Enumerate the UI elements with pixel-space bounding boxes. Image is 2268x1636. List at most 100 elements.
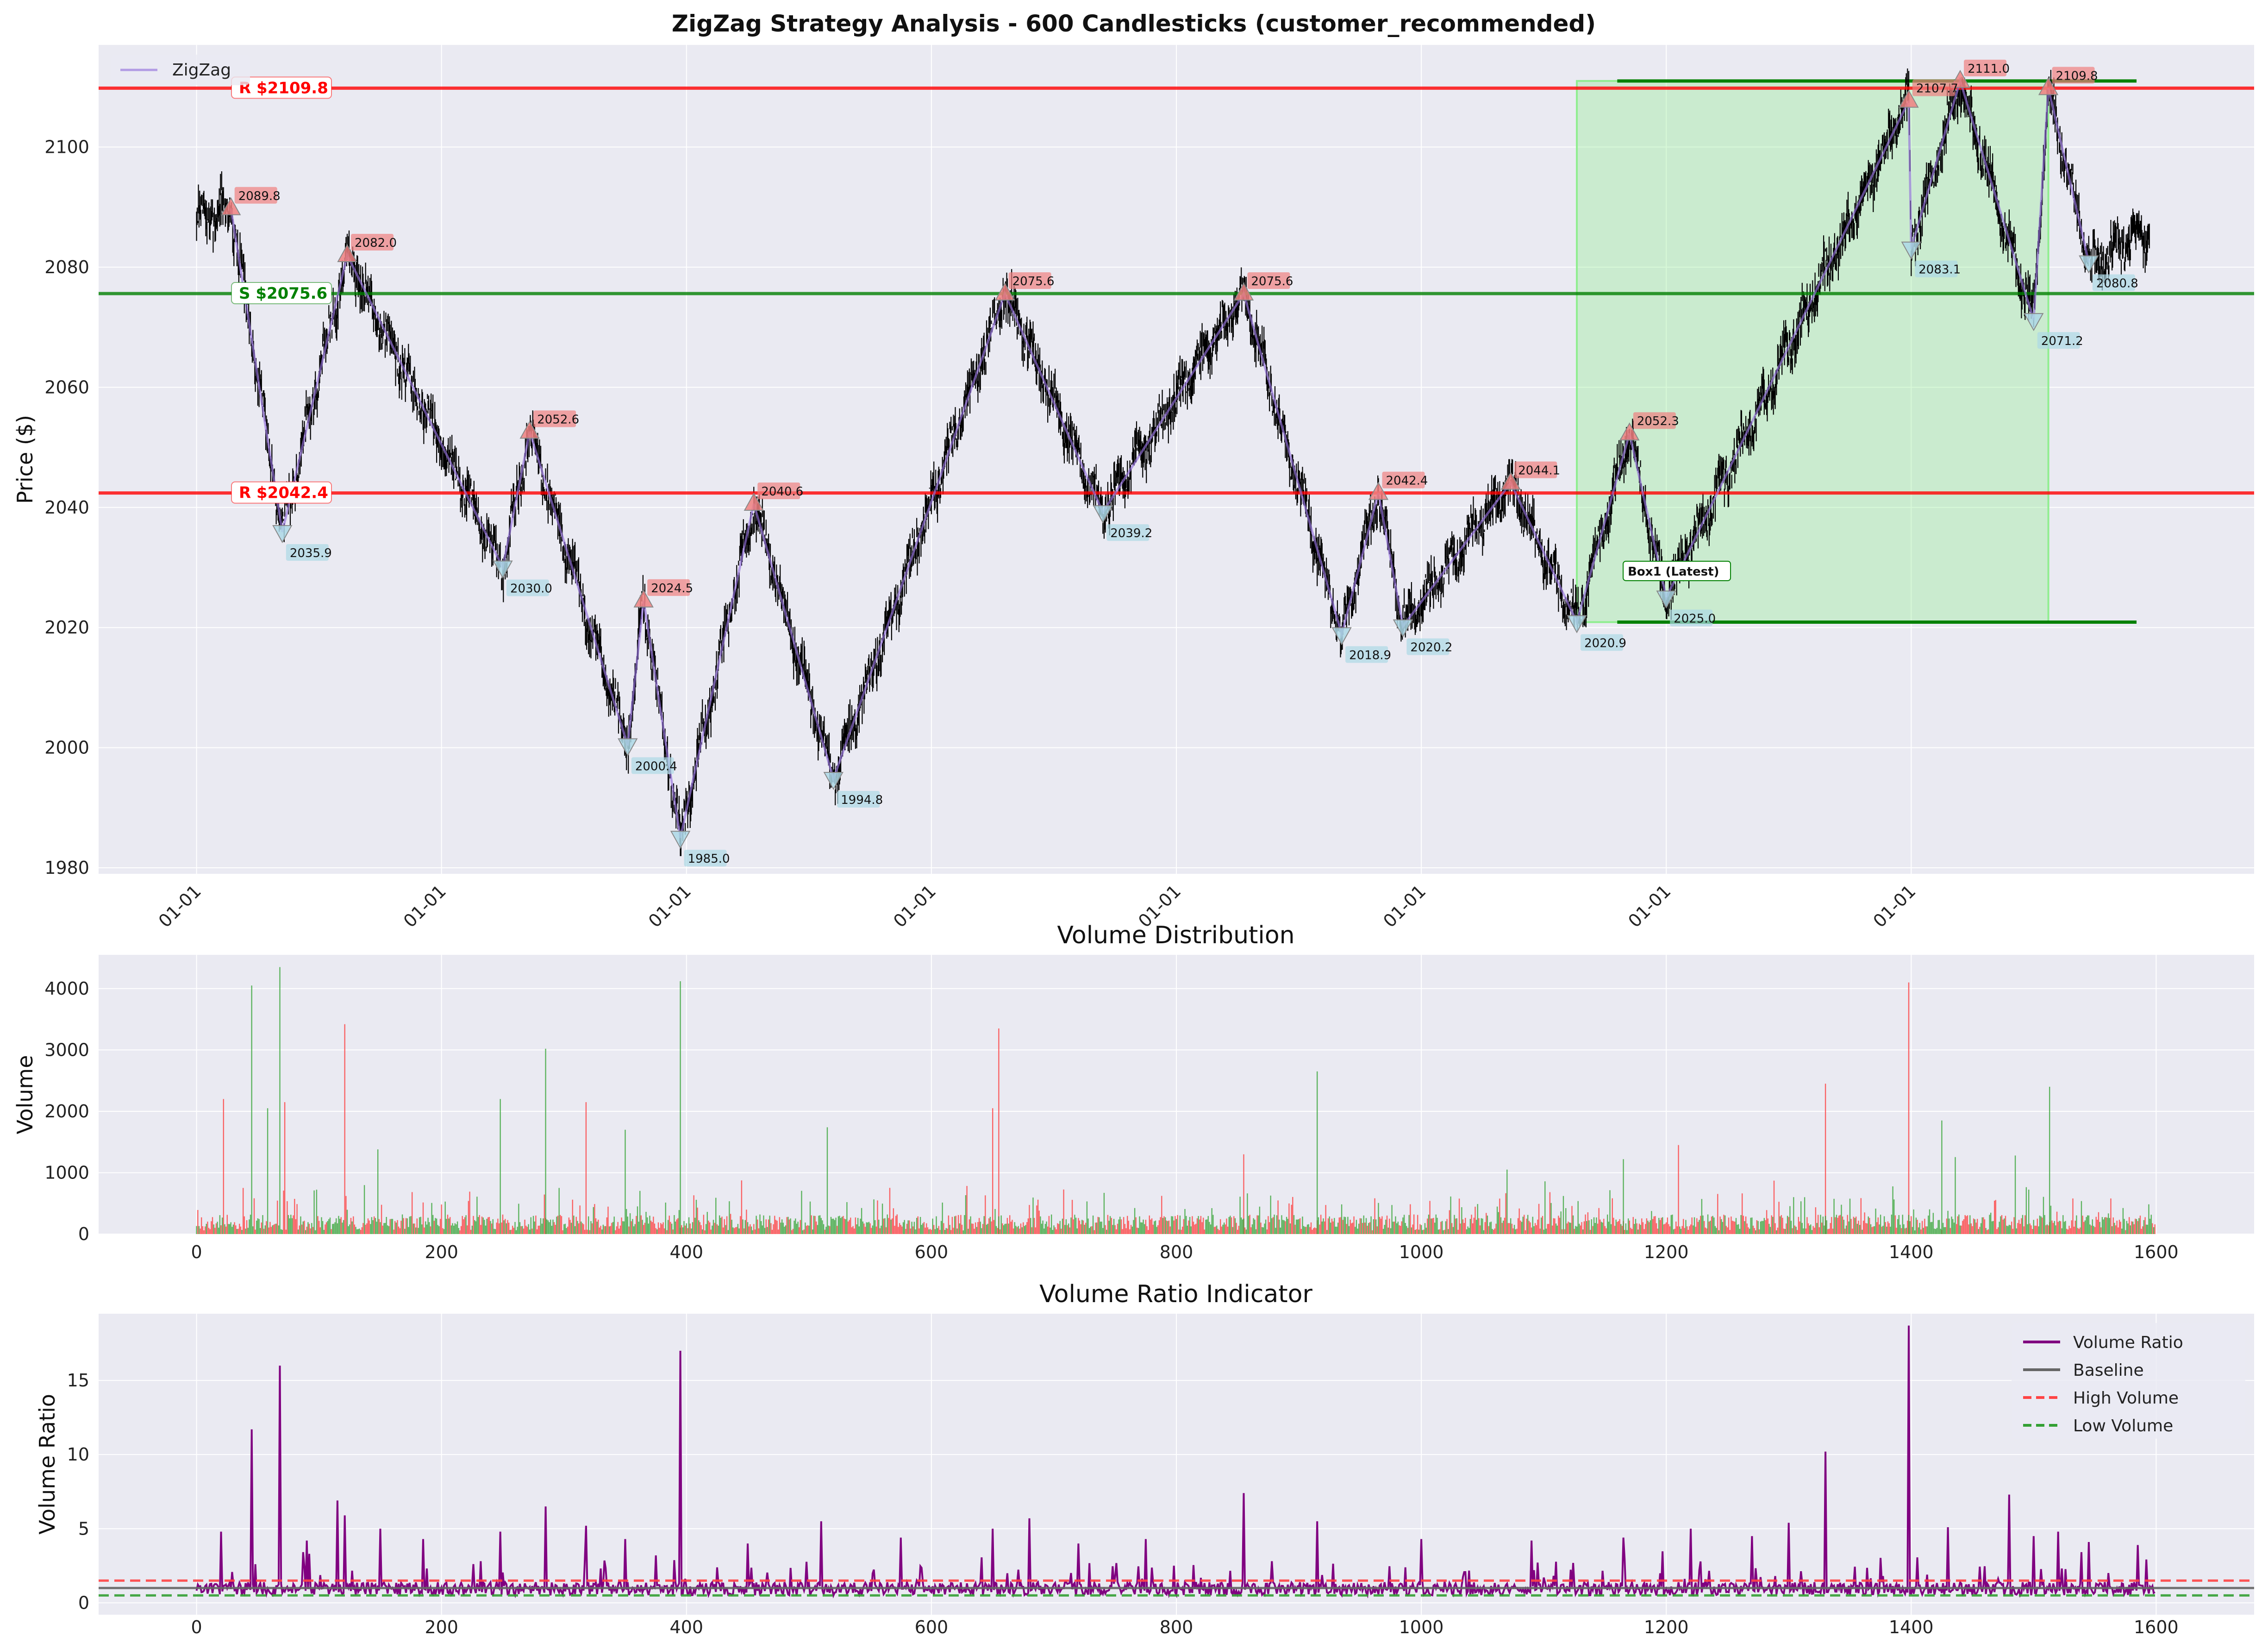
swing-label: 2044.1 bbox=[1518, 464, 1560, 478]
zigzag-markers bbox=[221, 69, 2099, 849]
swing-high-marker bbox=[1500, 471, 1521, 490]
swing-label: 1985.0 bbox=[688, 852, 730, 866]
ratio-y-label: Volume Ratio bbox=[35, 1394, 60, 1535]
swing-high-marker bbox=[994, 282, 1015, 301]
zigzag-labels: 2089.8 2035.9 2082.0 2030.0 2052.6 2000.4 2024… bbox=[234, 59, 2138, 867]
price-x-tick-label: 01-01 bbox=[1624, 881, 1674, 931]
swing-low-marker bbox=[1567, 615, 1587, 633]
volume-x-tick-label: 1600 bbox=[2134, 1242, 2179, 1262]
price-levels bbox=[99, 86, 2254, 495]
ratio-y-tick-label: 15 bbox=[67, 1370, 89, 1391]
price-x-tick-label: 01-01 bbox=[1379, 881, 1430, 931]
swing-low-marker bbox=[1093, 505, 1113, 524]
swing-label-box bbox=[837, 791, 880, 808]
volume-y-tick-label: 1000 bbox=[44, 1162, 89, 1183]
swing-label-box bbox=[1008, 272, 1051, 289]
swing-label: 2080.8 bbox=[2096, 277, 2138, 291]
swing-label-box bbox=[286, 544, 329, 561]
price-y-tick-label: 2020 bbox=[44, 617, 89, 638]
swing-label: 2040.6 bbox=[761, 485, 803, 499]
volume-x-ticks: 0 200 400 600 800 1000 1200 1400 1600 bbox=[191, 1242, 2179, 1262]
swing-label-box bbox=[1670, 609, 1713, 627]
level-label: R $2042.4 bbox=[239, 484, 328, 502]
level-labels: R $2109.8 S $2075.6 R $2042.4 bbox=[231, 76, 332, 504]
swing-low-marker bbox=[1393, 619, 1413, 638]
ratio-x-tick-label: 400 bbox=[670, 1617, 704, 1636]
swing-label: 2082.0 bbox=[355, 236, 397, 250]
volume-ratio-line bbox=[195, 1325, 2156, 1598]
box-label-box bbox=[1623, 560, 1731, 581]
swing-low-marker bbox=[1656, 590, 1676, 609]
volume-x-tick-label: 1400 bbox=[1889, 1242, 1934, 1262]
ratio-x-tick-label: 1200 bbox=[1644, 1617, 1689, 1636]
swing-label: 2020.2 bbox=[1410, 641, 1452, 655]
price-x-tick-label: 01-01 bbox=[644, 881, 695, 931]
swing-high-marker bbox=[337, 244, 357, 262]
volume-x-tick-label: 200 bbox=[425, 1242, 458, 1262]
swing-low-marker bbox=[493, 560, 513, 579]
ratio-x-tick-label: 1600 bbox=[2134, 1617, 2179, 1636]
price-grid bbox=[99, 45, 2254, 874]
swing-label-box bbox=[1247, 272, 1290, 289]
swing-label-box bbox=[234, 187, 277, 204]
swing-label-box bbox=[1514, 461, 1557, 478]
swing-low-marker bbox=[618, 738, 638, 757]
swing-high-marker bbox=[1950, 69, 1970, 88]
swing-label: 2075.6 bbox=[1012, 275, 1055, 288]
swing-low-marker bbox=[1901, 241, 1921, 260]
swing-label-box bbox=[1581, 634, 1624, 651]
swing-label-box bbox=[2037, 332, 2080, 349]
swing-label-box bbox=[1406, 638, 1450, 655]
swing-label-box bbox=[2092, 274, 2135, 291]
swing-label: 2035.9 bbox=[290, 546, 332, 560]
swing-label: 2020.9 bbox=[1584, 637, 1626, 651]
swing-label-box bbox=[631, 757, 674, 774]
down-volume-bars bbox=[197, 982, 2156, 1234]
ratio-lines bbox=[99, 1325, 2254, 1598]
price-x-ticks: 01-01 01-01 01-01 01-01 01-01 01-01 01-01 01-01 bbox=[155, 881, 1920, 931]
swing-high-marker bbox=[1619, 422, 1640, 441]
swing-label: 2083.1 bbox=[1918, 263, 1961, 277]
swing-label: 2052.6 bbox=[537, 413, 579, 426]
swing-label-box bbox=[1915, 260, 1958, 277]
swing-label: 2107.7 bbox=[1916, 82, 1958, 96]
swing-label-box bbox=[1964, 59, 2007, 76]
ratio-x-tick-label: 1400 bbox=[1889, 1617, 1934, 1636]
swing-label-box bbox=[1912, 79, 1955, 96]
price-x-tick-label: 01-01 bbox=[889, 881, 940, 931]
swing-label-box bbox=[506, 579, 549, 596]
swing-label: 2042.4 bbox=[1386, 474, 1428, 488]
ratio-x-tick-label: 0 bbox=[191, 1617, 202, 1636]
price-x-tick-label: 01-01 bbox=[400, 881, 450, 931]
ratio-x-tick-label: 200 bbox=[425, 1617, 458, 1636]
swing-label-box bbox=[1633, 412, 1676, 429]
ratio-x-ticks: 0 200 400 600 800 1000 1200 1400 1600 bbox=[191, 1617, 2179, 1636]
swing-label-box bbox=[1345, 646, 1388, 663]
price-y-ticks: 1980 2000 2020 2040 2060 2080 2100 bbox=[44, 137, 89, 878]
volume-x-tick-label: 400 bbox=[670, 1242, 704, 1262]
swing-low-marker bbox=[1331, 627, 1352, 646]
swing-label-box bbox=[351, 233, 394, 251]
price-y-tick-label: 1980 bbox=[44, 858, 89, 878]
ratio-y-ticks: 0 5 10 15 bbox=[67, 1370, 89, 1613]
box-label: Box1 (Latest) bbox=[1623, 560, 1731, 581]
level-label-box bbox=[231, 76, 332, 99]
ratio-title: Volume Ratio Indicator bbox=[1039, 1280, 1312, 1308]
price-y-tick-label: 2060 bbox=[44, 377, 89, 397]
swing-high-marker bbox=[633, 589, 654, 608]
swing-label-box bbox=[1106, 524, 1150, 541]
zigzag-legend-label: ZigZag bbox=[172, 61, 231, 80]
ratio-x-tick-label: 1000 bbox=[1399, 1617, 1444, 1636]
swing-high-marker bbox=[1368, 482, 1389, 500]
price-y-tick-label: 2000 bbox=[44, 738, 89, 758]
volume-y-tick-label: 4000 bbox=[44, 978, 89, 999]
swing-label: 2052.3 bbox=[1637, 414, 1679, 428]
volume-y-ticks: 0 1000 2000 3000 4000 bbox=[44, 978, 89, 1244]
volume-bars bbox=[196, 967, 2156, 1234]
ratio-x-tick-label: 800 bbox=[1160, 1617, 1193, 1636]
zigzag-line bbox=[230, 77, 2090, 838]
figure-title: ZigZag Strategy Analysis - 600 Candlesti… bbox=[672, 10, 1596, 37]
swing-label: 2075.6 bbox=[1251, 275, 1293, 288]
swing-low-marker bbox=[823, 772, 843, 790]
swing-label: 2109.8 bbox=[2056, 69, 2098, 83]
